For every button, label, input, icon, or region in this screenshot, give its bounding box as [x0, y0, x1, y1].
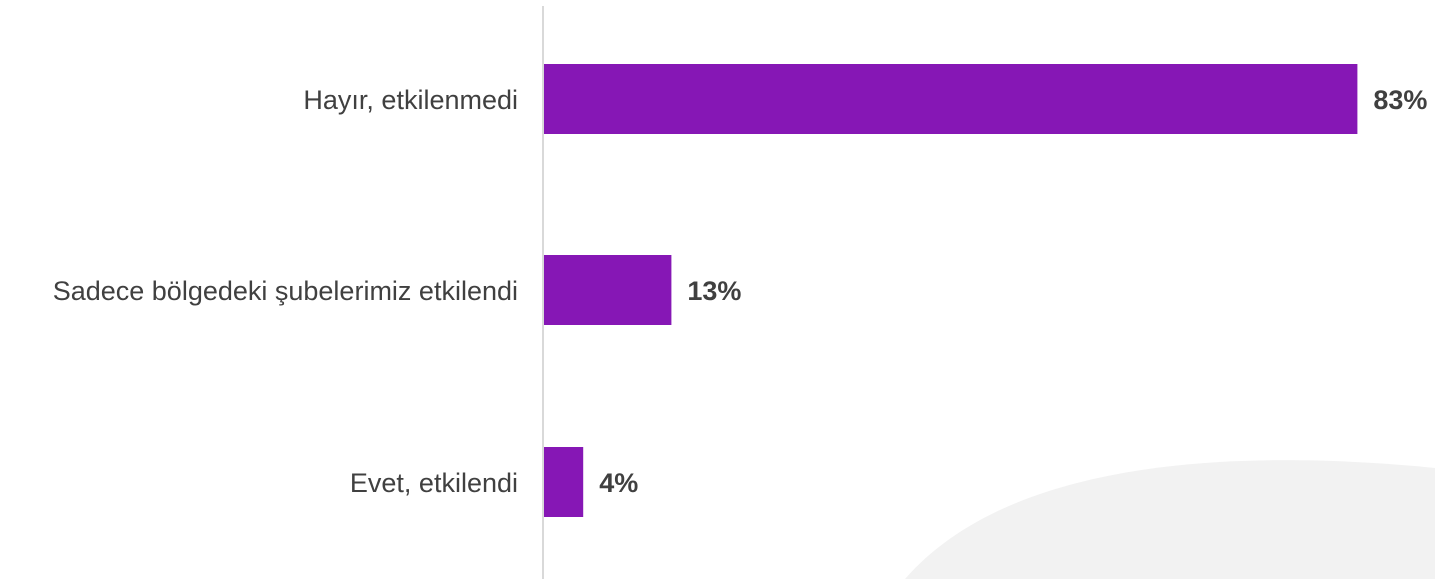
value-label-2: 13% — [687, 276, 741, 306]
value-label-1: 83% — [1373, 85, 1427, 115]
bar-1 — [544, 64, 1358, 134]
background-decoration — [905, 460, 1435, 579]
bar-3 — [544, 447, 584, 517]
category-label-1: Hayır, etkilenmedi — [303, 85, 518, 115]
value-label-3: 4% — [599, 468, 638, 498]
category-label-3: Evet, etkilendi — [350, 468, 518, 498]
bar-2 — [544, 255, 672, 325]
category-label-2: Sadece bölgedeki şubelerimiz etkilendi — [53, 276, 518, 306]
